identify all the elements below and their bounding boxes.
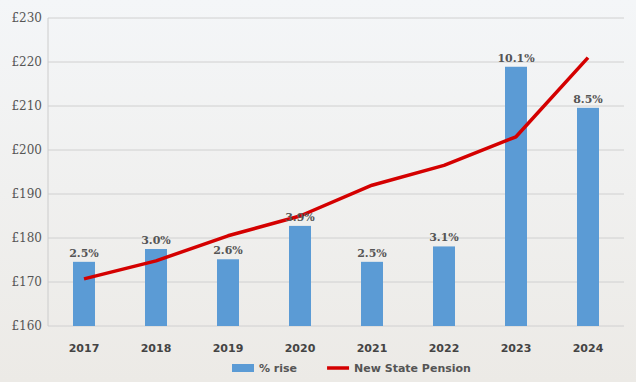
data-label: 2.5% — [357, 247, 387, 260]
x-tick-label: 2022 — [429, 342, 460, 355]
bar — [577, 108, 599, 326]
grid-line — [48, 18, 624, 19]
bar — [505, 67, 527, 326]
bar — [217, 259, 239, 326]
x-tick-label: 2020 — [285, 342, 316, 355]
grid-line — [48, 62, 624, 63]
data-labels: 2.5% 3.0% 2.6% 3.9% 2.5% 3.1% 10.1% 8.5% — [69, 52, 603, 260]
line — [84, 58, 588, 279]
x-tick-label: 2018 — [141, 342, 172, 355]
bar — [289, 226, 311, 326]
x-tick-label: 2024 — [573, 342, 604, 355]
data-label: 3.9% — [285, 211, 315, 224]
y-tick-label: £190 — [11, 187, 42, 201]
y-tick-label: £230 — [11, 11, 42, 25]
legend-swatch — [232, 364, 254, 372]
y-axis-line — [48, 18, 49, 326]
data-label: 2.6% — [213, 244, 243, 257]
data-label: 3.0% — [141, 234, 171, 247]
y-tick-label: £220 — [11, 55, 42, 69]
grid-line — [48, 326, 624, 327]
y-tick-label: £200 — [11, 143, 42, 157]
data-label: 10.1% — [497, 52, 535, 65]
data-label: 3.1% — [429, 231, 459, 244]
x-tick-label: 2021 — [357, 342, 388, 355]
y-tick-label: £180 — [11, 231, 42, 245]
y-tick-label: £160 — [11, 319, 42, 333]
legend-label: % rise — [259, 362, 297, 375]
data-label: 2.5% — [69, 247, 99, 260]
legend-label: New State Pension — [354, 362, 471, 375]
bar — [73, 262, 95, 326]
plot-area — [73, 58, 599, 326]
grid-line — [48, 194, 624, 195]
grid-line — [48, 150, 624, 151]
background — [0, 0, 636, 382]
y-tick-label: £210 — [11, 99, 42, 113]
x-tick-label: 2023 — [501, 342, 532, 355]
x-tick-label: 2017 — [69, 342, 100, 355]
bar — [433, 246, 455, 326]
grid-line — [48, 282, 624, 283]
legend: % rise New State Pension — [232, 362, 471, 375]
grid-line — [48, 106, 624, 107]
legend-swatch — [327, 366, 349, 370]
grid-line — [48, 238, 624, 239]
bar — [361, 262, 383, 326]
x-tick-label: 2019 — [213, 342, 244, 355]
y-tick-label: £170 — [11, 275, 42, 289]
chart: £160 £170 £180 £190 £200 £210 £220 £230 2017 2018… — [0, 0, 636, 382]
data-label: 8.5% — [573, 93, 603, 106]
